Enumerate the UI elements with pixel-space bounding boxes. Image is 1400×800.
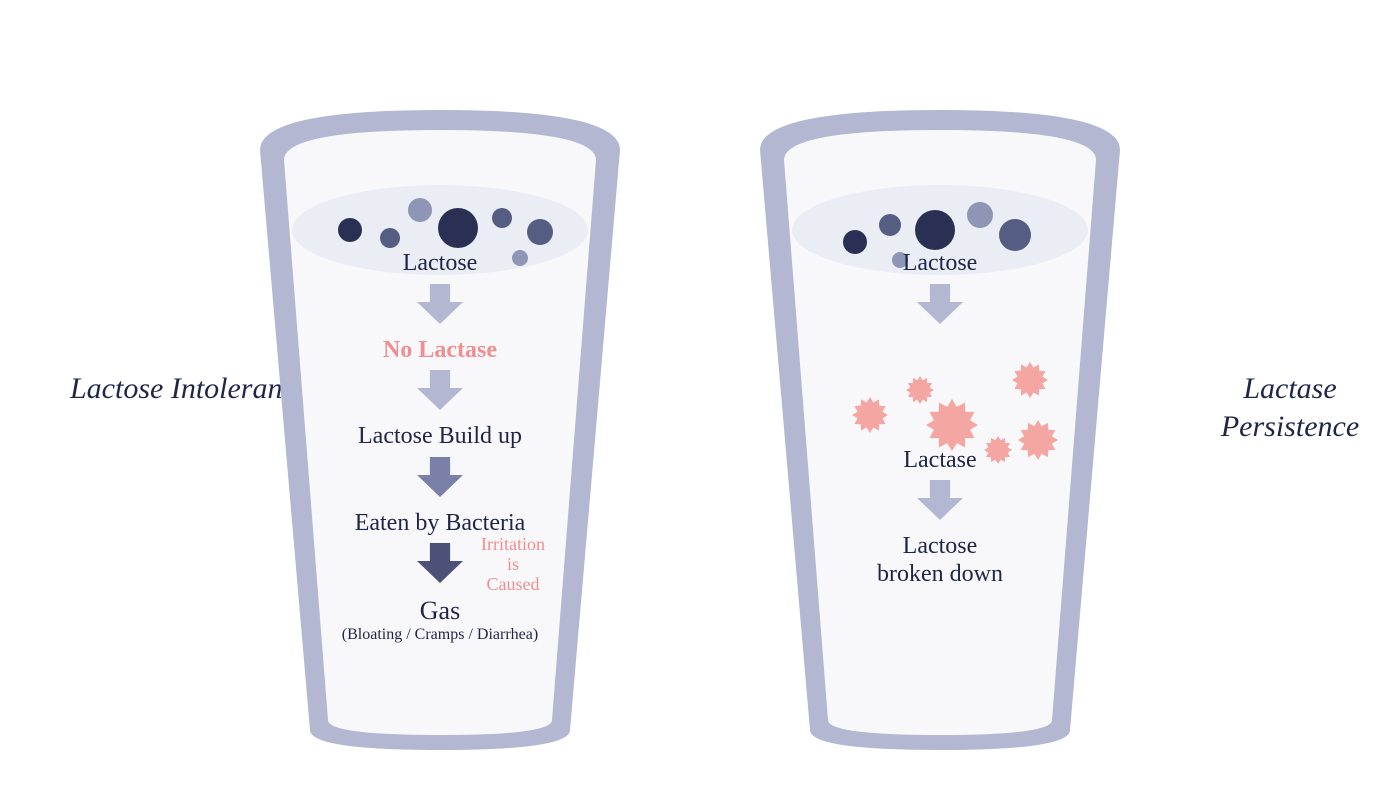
infographic-root: Lactose Intolerance Lactase Persistence …: [0, 0, 1400, 800]
flow-step-label: Lactase: [903, 447, 976, 475]
flow-step-label: Lactose broken down: [877, 533, 1003, 588]
down-arrow-icon: [417, 370, 463, 410]
glass-persistence: Lactose Lactase Lactose broken down: [740, 80, 1140, 760]
arrow-step: [417, 364, 463, 423]
flow-step-label: Lactose: [403, 250, 478, 278]
down-arrow-icon: [417, 543, 463, 583]
arrow-step: [417, 278, 463, 337]
arrow-step: [917, 474, 963, 533]
flow-step-label: Lactose Build up: [358, 423, 522, 451]
flow-step-label: Gas: [420, 596, 460, 626]
side-label-right: Lactase Persistence: [1180, 370, 1400, 445]
flow-left: Lactose No Lactase Lactose Build up Eaten b…: [240, 250, 640, 644]
flow-step-label: Eaten by Bacteria: [355, 510, 526, 538]
flow-step-label: Lactose: [903, 250, 978, 278]
flow-step-sublabel: (Bloating / Cramps / Diarrhea): [342, 626, 538, 644]
down-arrow-icon: [917, 480, 963, 520]
arrow-annotation: Irritation is Caused: [481, 535, 545, 594]
down-arrow-icon: [417, 457, 463, 497]
arrow-step: Irritation is Caused: [417, 537, 463, 596]
glass-intolerance: Lactose No Lactase Lactose Build up Eaten b…: [240, 80, 640, 760]
flow-right: Lactose Lactase Lactose broken down: [740, 250, 1140, 588]
down-arrow-icon: [417, 284, 463, 324]
down-arrow-icon: [917, 284, 963, 324]
flow-step-label: No Lactase: [383, 337, 497, 365]
arrow-step: [417, 451, 463, 510]
arrow-step: [917, 278, 963, 337]
